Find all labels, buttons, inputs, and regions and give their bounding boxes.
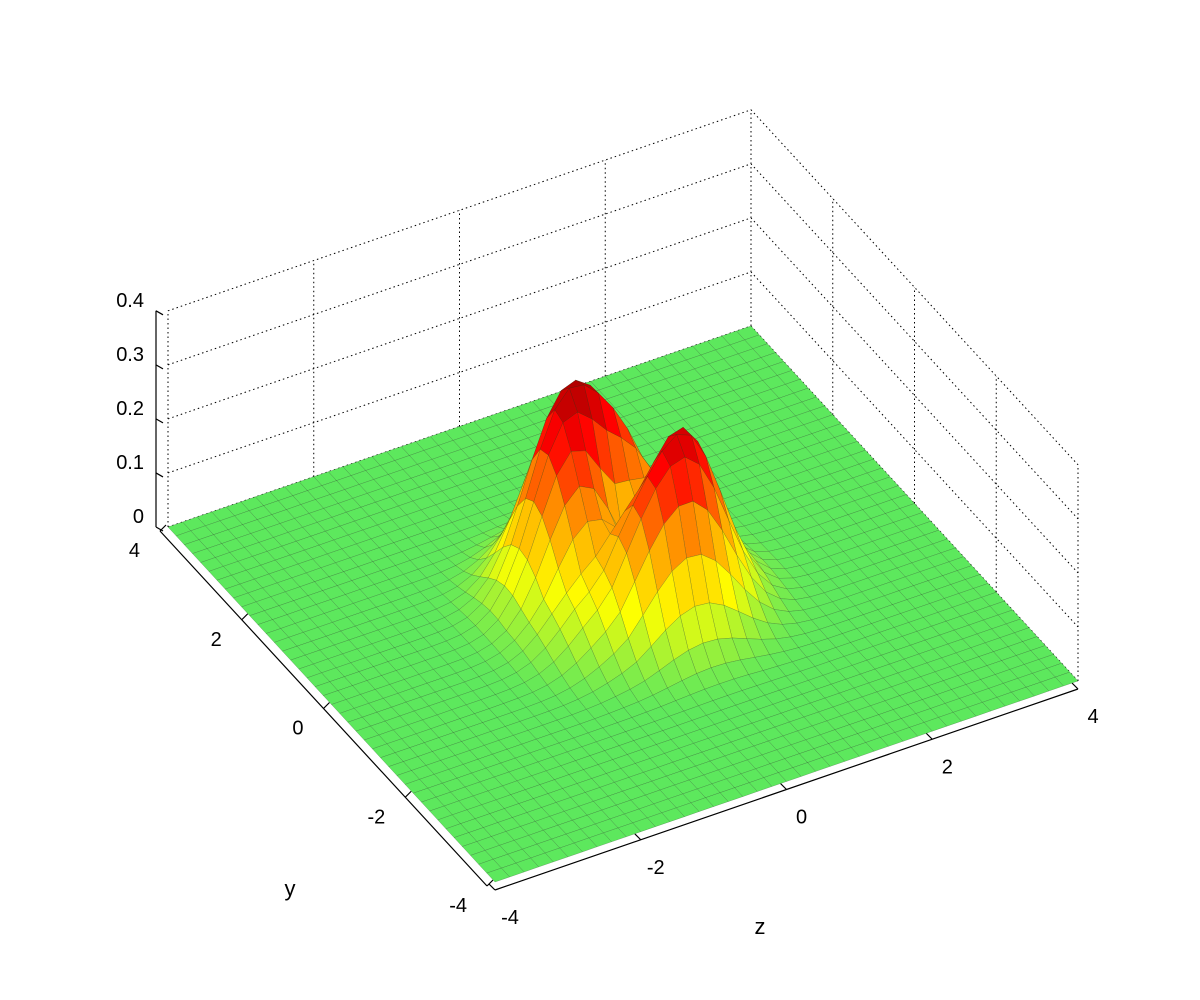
z-tick-1 xyxy=(155,472,164,478)
z-tick-3 xyxy=(155,364,164,370)
y-tick-label-0: -4 xyxy=(449,895,467,917)
y-tick-2 xyxy=(323,702,330,709)
y-tick-label-3: 2 xyxy=(211,629,222,651)
y-axis-label: y xyxy=(285,876,296,901)
x-tick-4 xyxy=(1071,682,1079,690)
z-tick-label-3: 0.3 xyxy=(116,344,144,366)
y-tick-label-2: 0 xyxy=(292,718,303,740)
y-tick-label-4: 4 xyxy=(129,540,140,562)
z-tick-label-0: 0 xyxy=(133,506,144,528)
surface-patch xyxy=(486,867,510,883)
z-tick-label-4: 0.4 xyxy=(116,290,144,312)
y-tick-1 xyxy=(404,790,412,798)
x-axis-label: z xyxy=(755,914,766,939)
x-tick-2 xyxy=(780,783,787,790)
x-tick-label-1: -2 xyxy=(647,857,665,879)
y-tick-label-1: -2 xyxy=(367,806,385,828)
y-tick-0 xyxy=(486,879,494,887)
x-tick-label-3: 2 xyxy=(942,756,953,778)
grid-line-z-4 xyxy=(167,109,1079,466)
x-tick-1 xyxy=(634,833,642,841)
z-tick-4 xyxy=(155,310,164,316)
x-tick-0 xyxy=(488,883,496,891)
x-tick-label-4: 4 xyxy=(1087,706,1098,728)
z-tick-2 xyxy=(155,418,164,424)
axes xyxy=(155,310,1079,891)
y-tick-3 xyxy=(241,613,249,621)
surface-mesh xyxy=(167,325,1079,883)
x-tick-3 xyxy=(925,732,933,740)
tick-labels: -4 -2 0 2 4 -4 -2 0 2 4 0 0.1 0.2 0.3 0.4 xyxy=(116,290,1098,929)
z-tick-label-2: 0.2 xyxy=(116,398,144,420)
x-tick-label-0: -4 xyxy=(501,907,519,929)
z-tick-0 xyxy=(155,526,164,532)
z-tick-label-1: 0.1 xyxy=(116,452,144,474)
x-tick-label-2: 0 xyxy=(796,807,807,829)
